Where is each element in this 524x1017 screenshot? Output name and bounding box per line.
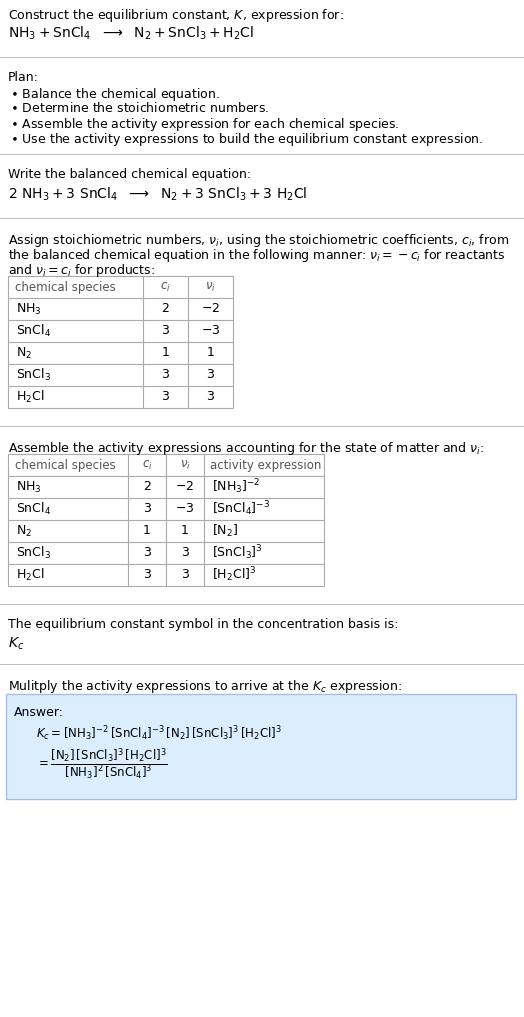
Text: $[\mathrm{N_2}]$: $[\mathrm{N_2}]$: [212, 523, 238, 539]
Text: $-3$: $-3$: [176, 502, 195, 516]
Text: 3: 3: [161, 391, 169, 404]
Text: $K_c = [\mathrm{NH_3}]^{-2}\,[\mathrm{SnCl_4}]^{-3}\,[\mathrm{N_2}]\,[\mathrm{Sn: $K_c = [\mathrm{NH_3}]^{-2}\,[\mathrm{Sn…: [36, 725, 282, 743]
Text: $[\mathrm{NH_3}]^{-2}$: $[\mathrm{NH_3}]^{-2}$: [212, 478, 260, 496]
Text: $\mathrm{H_2Cl}$: $\mathrm{H_2Cl}$: [16, 388, 45, 405]
Text: $K_c$: $K_c$: [8, 636, 24, 652]
Text: $\mathrm{NH_3}$: $\mathrm{NH_3}$: [16, 301, 42, 316]
Text: chemical species: chemical species: [15, 281, 116, 294]
Text: 3: 3: [206, 368, 214, 381]
Text: $\bullet$ Balance the chemical equation.: $\bullet$ Balance the chemical equation.: [10, 86, 220, 103]
Text: $\mathrm{N_2}$: $\mathrm{N_2}$: [16, 524, 32, 539]
Bar: [8, 276, 233, 408]
Text: 3: 3: [181, 546, 189, 559]
Text: $-3$: $-3$: [201, 324, 220, 338]
Text: $[\mathrm{H_2Cl}]^3$: $[\mathrm{H_2Cl}]^3$: [212, 565, 256, 585]
Text: $\mathrm{SnCl_4}$: $\mathrm{SnCl_4}$: [16, 501, 51, 517]
Text: $c_i$: $c_i$: [141, 459, 152, 472]
Text: Answer:: Answer:: [14, 706, 64, 719]
Text: $= \dfrac{[\mathrm{N_2}]\,[\mathrm{SnCl_3}]^3\,[\mathrm{H_2Cl}]^3}{[\mathrm{NH_3: $= \dfrac{[\mathrm{N_2}]\,[\mathrm{SnCl_…: [36, 746, 168, 782]
Text: 1: 1: [161, 347, 169, 359]
Text: 3: 3: [181, 569, 189, 582]
Text: Assemble the activity expressions accounting for the state of matter and $\nu_i$: Assemble the activity expressions accoun…: [8, 440, 484, 457]
Text: activity expression: activity expression: [210, 459, 321, 472]
Text: $\nu_i$: $\nu_i$: [180, 459, 190, 472]
Bar: [8, 454, 324, 586]
Text: 2: 2: [143, 480, 151, 493]
Bar: [6, 694, 516, 799]
Text: Write the balanced chemical equation:: Write the balanced chemical equation:: [8, 168, 251, 181]
Text: $\mathrm{2\ NH_3 + 3\ SnCl_4}\ \ \longrightarrow\ \ \mathrm{N_2 + 3\ SnCl_3 + 3\: $\mathrm{2\ NH_3 + 3\ SnCl_4}\ \ \longri…: [8, 186, 308, 203]
Text: $\bullet$ Assemble the activity expression for each chemical species.: $\bullet$ Assemble the activity expressi…: [10, 116, 399, 133]
Text: Construct the equilibrium constant, $K$, expression for:: Construct the equilibrium constant, $K$,…: [8, 7, 344, 24]
Text: Mulitply the activity expressions to arrive at the $K_c$ expression:: Mulitply the activity expressions to arr…: [8, 678, 402, 695]
Text: Assign stoichiometric numbers, $\nu_i$, using the stoichiometric coefficients, $: Assign stoichiometric numbers, $\nu_i$, …: [8, 232, 509, 249]
Text: $-2$: $-2$: [176, 480, 194, 493]
Text: $\mathrm{NH_3 + SnCl_4}\ \ \longrightarrow\ \ \mathrm{N_2 + SnCl_3 + H_2Cl}$: $\mathrm{NH_3 + SnCl_4}\ \ \longrightarr…: [8, 25, 254, 43]
Text: $\mathrm{SnCl_3}$: $\mathrm{SnCl_3}$: [16, 545, 51, 561]
Text: 3: 3: [206, 391, 214, 404]
Text: $\mathrm{NH_3}$: $\mathrm{NH_3}$: [16, 479, 42, 494]
Text: the balanced chemical equation in the following manner: $\nu_i = -c_i$ for react: the balanced chemical equation in the fo…: [8, 247, 506, 264]
Text: and $\nu_i = c_i$ for products:: and $\nu_i = c_i$ for products:: [8, 262, 155, 279]
Text: 3: 3: [161, 324, 169, 338]
Text: $c_i$: $c_i$: [160, 281, 171, 294]
Text: 3: 3: [143, 502, 151, 516]
Text: 3: 3: [143, 569, 151, 582]
Text: $\mathrm{SnCl_3}$: $\mathrm{SnCl_3}$: [16, 367, 51, 383]
Text: 2: 2: [161, 302, 169, 315]
Text: chemical species: chemical species: [15, 459, 116, 472]
Text: $[\mathrm{SnCl_3}]^3$: $[\mathrm{SnCl_3}]^3$: [212, 544, 263, 562]
Text: 3: 3: [161, 368, 169, 381]
Text: $\mathrm{SnCl_4}$: $\mathrm{SnCl_4}$: [16, 323, 51, 339]
Text: $\bullet$ Determine the stoichiometric numbers.: $\bullet$ Determine the stoichiometric n…: [10, 101, 269, 115]
Text: $\mathrm{N_2}$: $\mathrm{N_2}$: [16, 346, 32, 361]
Text: $-2$: $-2$: [201, 302, 220, 315]
Text: The equilibrium constant symbol in the concentration basis is:: The equilibrium constant symbol in the c…: [8, 618, 398, 631]
Text: $\bullet$ Use the activity expressions to build the equilibrium constant express: $\bullet$ Use the activity expressions t…: [10, 131, 483, 148]
Text: $[\mathrm{SnCl_4}]^{-3}$: $[\mathrm{SnCl_4}]^{-3}$: [212, 499, 270, 519]
Text: 1: 1: [143, 525, 151, 538]
Text: 3: 3: [143, 546, 151, 559]
Text: $\nu_i$: $\nu_i$: [205, 281, 216, 294]
Text: $\mathrm{H_2Cl}$: $\mathrm{H_2Cl}$: [16, 566, 45, 583]
Text: Plan:: Plan:: [8, 71, 39, 84]
Text: 1: 1: [206, 347, 214, 359]
Text: 1: 1: [181, 525, 189, 538]
